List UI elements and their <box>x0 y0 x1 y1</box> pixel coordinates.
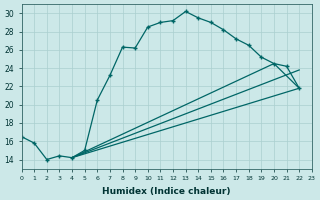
X-axis label: Humidex (Indice chaleur): Humidex (Indice chaleur) <box>102 187 231 196</box>
